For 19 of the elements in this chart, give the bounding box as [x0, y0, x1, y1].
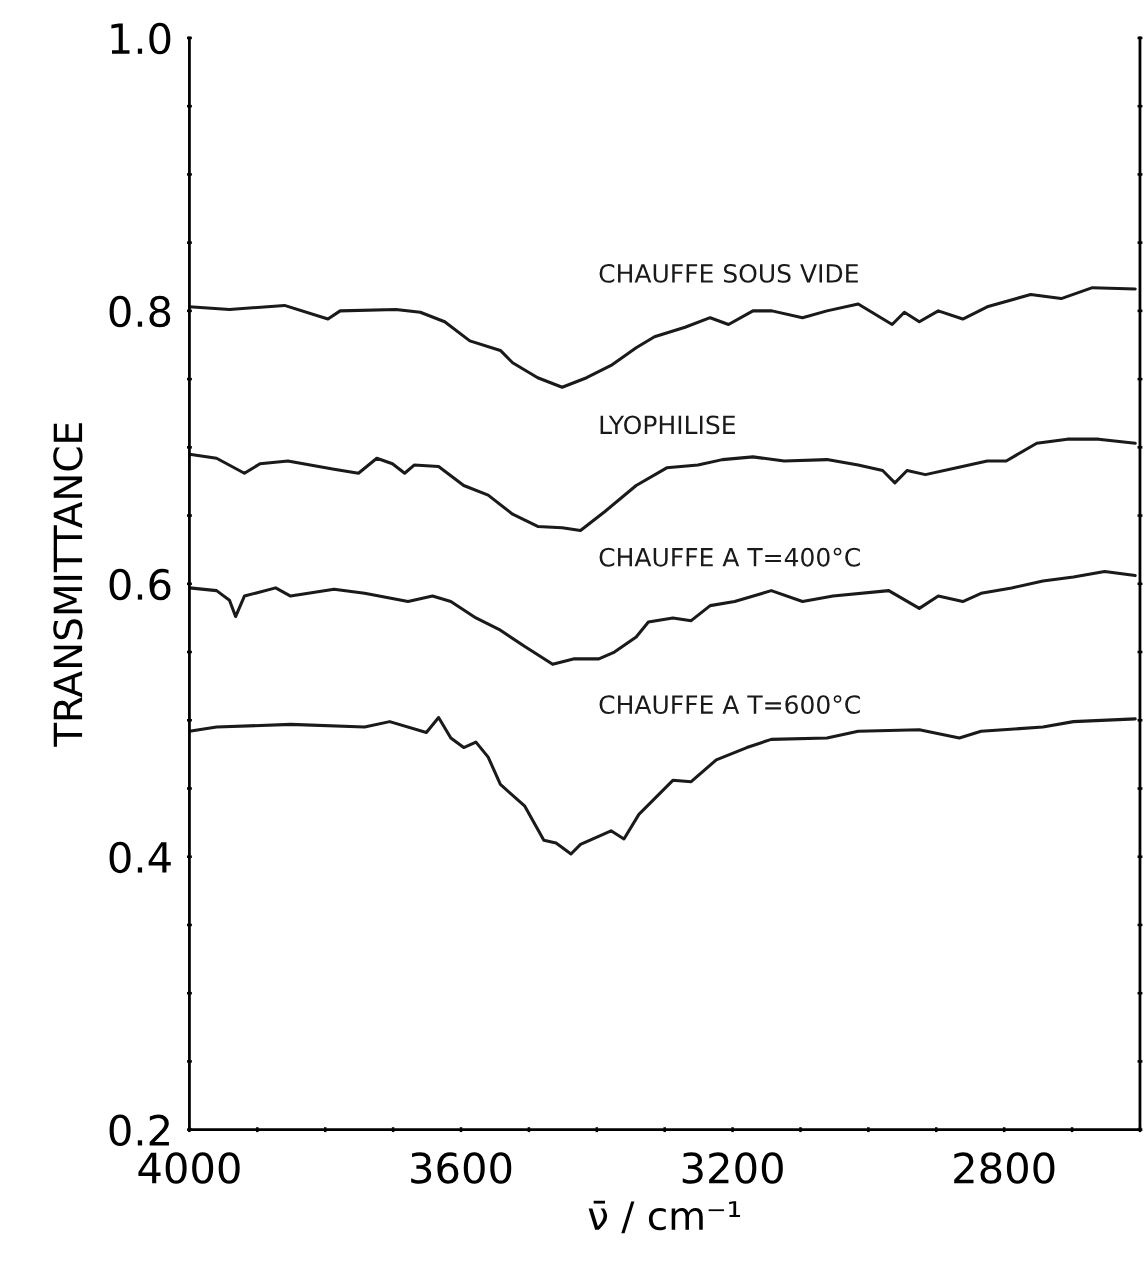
series-label: LYOPHILISE — [600, 415, 735, 435]
y-tick-label: 0.4 — [109, 841, 171, 874]
x-tick-label: 3600 — [411, 1152, 512, 1184]
series-label: CHAUFFE A T=400°C — [599, 547, 860, 567]
y-tick-label: 0.6 — [109, 568, 171, 601]
x-axis-title: ν̄ / cm⁻¹ — [588, 1200, 741, 1234]
x-tick-label: 4000 — [138, 1152, 240, 1184]
y-axis-title: TRANSMITTANCE — [53, 423, 83, 747]
line-series — [189, 716, 1137, 856]
line-series — [189, 569, 1137, 666]
x-tick-label: 2800 — [954, 1152, 1055, 1184]
y-tick-label: 0.2 — [109, 1114, 169, 1147]
x-tick-label: 3200 — [682, 1152, 783, 1184]
y-tick-label: 0.8 — [109, 295, 171, 328]
series-label: CHAUFFE SOUS VIDE — [599, 263, 858, 283]
y-tick-label: 1.0 — [111, 22, 171, 55]
line-series — [189, 437, 1137, 533]
line-series — [189, 286, 1137, 389]
series-label: CHAUFFE A T=600°C — [599, 695, 860, 715]
